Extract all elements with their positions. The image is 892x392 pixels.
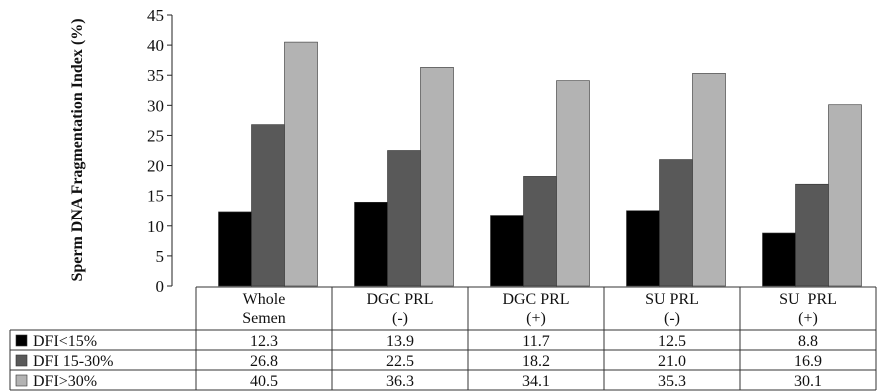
y-tick-label: 10 (147, 217, 164, 236)
data-value-label: 11.7 (522, 333, 549, 350)
y-tick-label: 20 (147, 157, 164, 176)
bar (354, 201, 388, 287)
y-tick-label: 5 (156, 247, 165, 266)
data-value-label: 34.1 (522, 373, 550, 390)
data-value-label: 8.8 (798, 333, 818, 350)
bar (490, 215, 524, 287)
x-category-label: Whole (243, 291, 286, 308)
y-tick-label: 30 (147, 96, 164, 115)
bar (626, 210, 660, 287)
x-category-label: (-) (664, 310, 680, 327)
data-table: Whole Semen DGC PRL (-) DGC PRL (+) SU PRL (-) S… (9, 286, 877, 391)
legend-swatch (15, 334, 28, 347)
data-value-label: 30.1 (794, 373, 822, 390)
bar (762, 232, 796, 287)
data-value-label: 22.5 (386, 353, 414, 370)
legend-label: DFI>30% (33, 373, 97, 390)
bar (692, 73, 726, 287)
x-category-label: (+) (798, 310, 818, 327)
y-tick-label: 25 (147, 126, 164, 145)
y-axis-label: Sperm DNA Fragmentation Index (%) (69, 18, 86, 281)
data-value-label: 36.3 (386, 373, 414, 390)
legend-label: DFI<15% (33, 333, 97, 350)
bar (218, 211, 252, 287)
x-category-label: DGC PRL (502, 291, 569, 308)
bar (523, 176, 557, 287)
legend-swatch (15, 374, 28, 387)
data-value-label: 21.0 (658, 353, 686, 370)
y-tick-label: 0 (156, 277, 165, 296)
data-value-label: 12.5 (658, 333, 686, 350)
legend-swatch (15, 354, 28, 367)
x-category-label: SU PRL (779, 291, 837, 308)
bar (387, 150, 421, 287)
bars (218, 41, 862, 287)
data-value-label: 35.3 (658, 373, 686, 390)
x-category-label: (-) (392, 310, 408, 327)
x-category-label: Semen (242, 310, 286, 327)
legend-label: DFI 15-30% (33, 353, 113, 370)
data-value-label: 13.9 (386, 333, 414, 350)
data-value-label: 18.2 (522, 353, 550, 370)
y-tick-label: 15 (147, 187, 164, 206)
y-tick-label: 35 (147, 66, 164, 85)
data-value-label: 12.3 (250, 333, 278, 350)
x-category-label: DGC PRL (366, 291, 433, 308)
bar (420, 67, 454, 287)
bar (828, 104, 862, 287)
data-value-label: 16.9 (794, 353, 822, 370)
data-value-label: 26.8 (250, 353, 278, 370)
bar (795, 183, 829, 287)
x-category-label: SU PRL (645, 291, 699, 308)
y-tick-label: 40 (147, 36, 164, 55)
bar (251, 124, 285, 287)
x-category-label: (+) (526, 310, 546, 327)
data-value-label: 40.5 (250, 373, 278, 390)
bar (284, 41, 318, 287)
y-axis: 0 5 10 15 20 25 30 35 40 45 (147, 6, 173, 296)
bar (556, 80, 590, 287)
y-tick-label: 45 (147, 6, 164, 25)
bar (659, 159, 693, 287)
